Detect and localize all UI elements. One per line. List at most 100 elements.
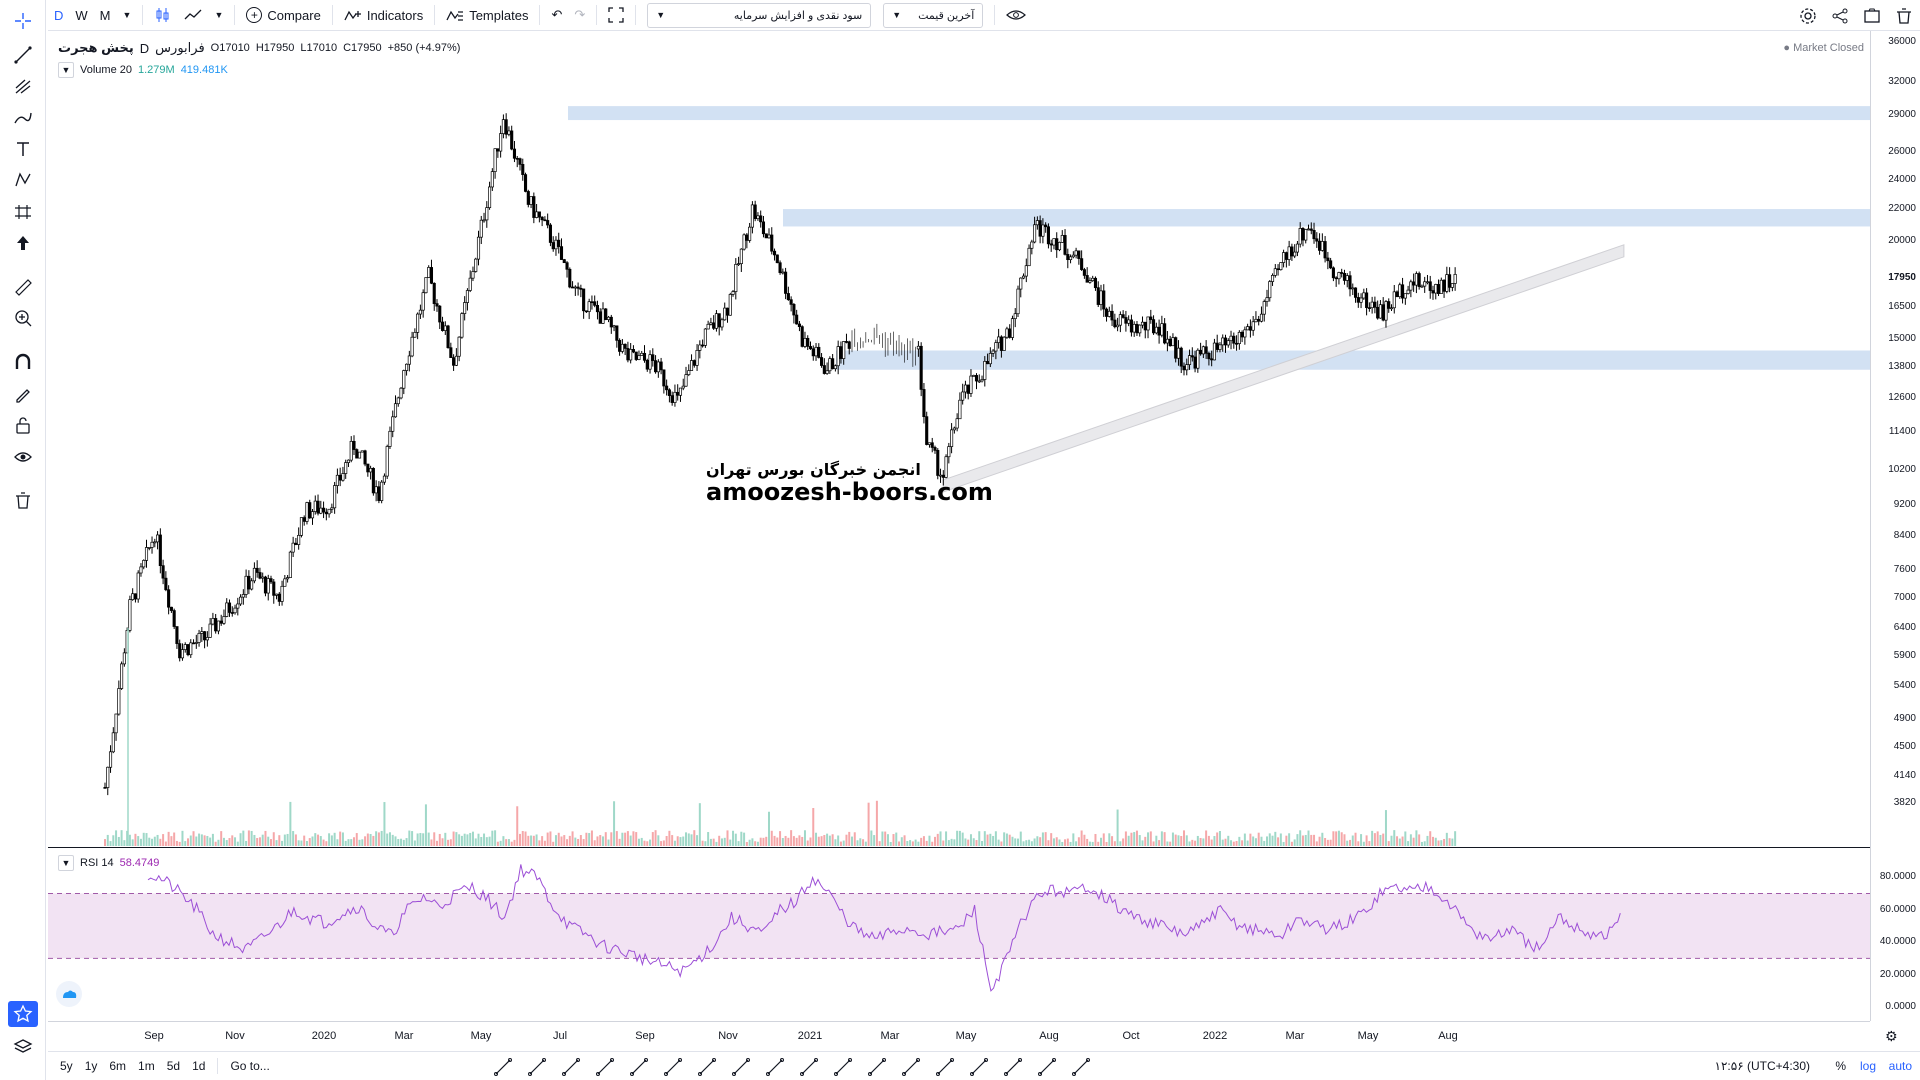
candle-body — [781, 271, 785, 274]
price-source-dropdown[interactable]: ▼ آخرین قیمت — [883, 2, 984, 28]
range-6m[interactable]: 6m — [109, 1059, 127, 1073]
volume-bar — [441, 838, 444, 846]
time-axis-label: 2021 — [797, 1030, 823, 1042]
range-5y[interactable]: 5y — [60, 1059, 73, 1073]
grid-icon[interactable] — [862, 1055, 892, 1079]
prediction-icon[interactable] — [8, 199, 38, 225]
volume-bar — [1396, 836, 1399, 846]
volume-bar — [394, 836, 397, 846]
candle-body — [153, 541, 157, 544]
volume-label: Volume 20 — [80, 64, 132, 76]
candle-body — [631, 349, 635, 353]
templates-button[interactable]: Templates — [440, 0, 534, 31]
fib-icon[interactable] — [624, 1055, 654, 1079]
layers-icon[interactable] — [8, 1034, 38, 1060]
brush-icon[interactable] — [1032, 1055, 1062, 1079]
callout-icon[interactable] — [658, 1055, 688, 1079]
candle-body — [833, 365, 837, 370]
candle-body — [479, 219, 483, 238]
range-1d[interactable]: 1d — [192, 1059, 206, 1073]
log-button[interactable]: log — [1859, 1059, 1876, 1073]
lock-icon[interactable] — [8, 412, 38, 438]
rsi-axis-label: 60.0000 — [1879, 903, 1916, 915]
chevron-down-icon[interactable]: ▼ — [58, 62, 74, 78]
extended-line-icon[interactable] — [794, 1055, 824, 1079]
star-icon[interactable] — [8, 1001, 38, 1027]
redo-icon[interactable]: ↷ — [574, 7, 586, 22]
horizontal-ray-icon[interactable] — [692, 1055, 722, 1079]
eye-icon[interactable] — [8, 444, 38, 470]
volume-bar — [945, 831, 948, 846]
ohlc-low: L17010 — [300, 42, 338, 54]
goto-button[interactable]: Go to... — [230, 1059, 270, 1073]
candle-body — [994, 342, 998, 352]
pitchfork-icon[interactable] — [8, 73, 38, 99]
candle-body — [111, 732, 115, 753]
candle-body — [659, 361, 663, 371]
path-icon[interactable] — [1066, 1055, 1096, 1079]
candle-body — [263, 576, 268, 594]
brush-icon[interactable] — [8, 105, 38, 131]
magnet-icon[interactable] — [8, 349, 38, 375]
arrow-up-icon[interactable] — [8, 230, 38, 256]
pattern-icon[interactable] — [8, 167, 38, 193]
range-1y[interactable]: 1y — [84, 1059, 98, 1073]
volume-bar — [530, 835, 533, 846]
text-icon[interactable] — [590, 1055, 620, 1079]
rectangle-icon[interactable] — [522, 1055, 552, 1079]
snapshot-icon[interactable] — [1856, 0, 1888, 31]
candle-body — [1309, 228, 1313, 231]
clock[interactable]: ۱۲:۵۶ (UTC+4:30) — [1714, 1059, 1810, 1073]
abcd-icon[interactable] — [896, 1055, 926, 1079]
interval-m[interactable]: M — [99, 7, 111, 23]
zoom-in-icon[interactable] — [8, 305, 38, 331]
interval-d[interactable]: D — [54, 7, 64, 23]
candle-body — [169, 606, 173, 611]
auto-button[interactable]: auto — [1888, 1059, 1912, 1073]
line-chart-icon[interactable] — [178, 0, 208, 31]
xabcd-icon[interactable] — [930, 1055, 960, 1079]
crosshair-icon[interactable] — [8, 8, 38, 34]
indicators-button[interactable]: Indicators — [338, 0, 429, 31]
settings-icon[interactable] — [1792, 0, 1824, 31]
volume-bar — [790, 830, 793, 846]
eye-icon[interactable] — [1000, 0, 1032, 31]
time-axis[interactable]: Sep Nov 2020 Mar May Jul Sep Nov 2021 Mar May Aug Oc… — [48, 1021, 1870, 1051]
text-icon[interactable] — [8, 136, 38, 162]
compare-button[interactable]: + Compare — [240, 0, 326, 31]
measure-icon[interactable] — [998, 1055, 1028, 1079]
candles-icon[interactable] — [148, 0, 178, 31]
axis-settings-icon[interactable]: ⚙ — [1885, 1028, 1898, 1044]
price-axis-label: 5900 — [1893, 649, 1916, 661]
chevron-down-icon[interactable]: ▼ — [58, 855, 74, 871]
candle-body — [274, 593, 279, 596]
ray-icon[interactable] — [760, 1055, 790, 1079]
interval-w[interactable]: W — [75, 7, 88, 23]
undo-icon[interactable]: ↶ — [551, 7, 563, 22]
dividends-dropdown[interactable]: ▼ سود نقدی و افزایش سرمایه — [647, 2, 872, 28]
trash-icon[interactable] — [1888, 0, 1920, 31]
range-1m[interactable]: 1m — [138, 1059, 155, 1073]
candle-body — [277, 593, 281, 602]
parallel-channel-icon[interactable] — [556, 1055, 586, 1079]
elliott-icon[interactable] — [964, 1055, 994, 1079]
chevron-down-icon[interactable]: ▼ — [122, 10, 132, 20]
trend-line-icon[interactable] — [8, 42, 38, 68]
ruler-icon[interactable] — [8, 274, 38, 300]
price-pane[interactable] — [48, 31, 1870, 848]
percent-button[interactable]: % — [1835, 1059, 1846, 1073]
horizontal-line-icon[interactable] — [828, 1055, 858, 1079]
stay-drawing-icon[interactable] — [8, 381, 38, 407]
tradingview-logo-icon[interactable] — [56, 981, 82, 1007]
cross-icon[interactable] — [726, 1055, 756, 1079]
rsi-pane[interactable] — [48, 849, 1870, 1021]
candle-body — [1403, 293, 1407, 299]
trash-icon[interactable] — [8, 487, 38, 513]
chevron-down-icon[interactable]: ▼ — [214, 10, 224, 20]
fullscreen-icon[interactable] — [602, 0, 630, 31]
share-icon[interactable] — [1824, 0, 1856, 31]
price-axis[interactable]: 36000 32000 29000 26000 24000 22000 20000 17950… — [1870, 31, 1920, 1021]
trend-line-icon[interactable] — [488, 1055, 518, 1079]
range-5d[interactable]: 5d — [166, 1059, 181, 1073]
candle-body — [341, 473, 345, 481]
